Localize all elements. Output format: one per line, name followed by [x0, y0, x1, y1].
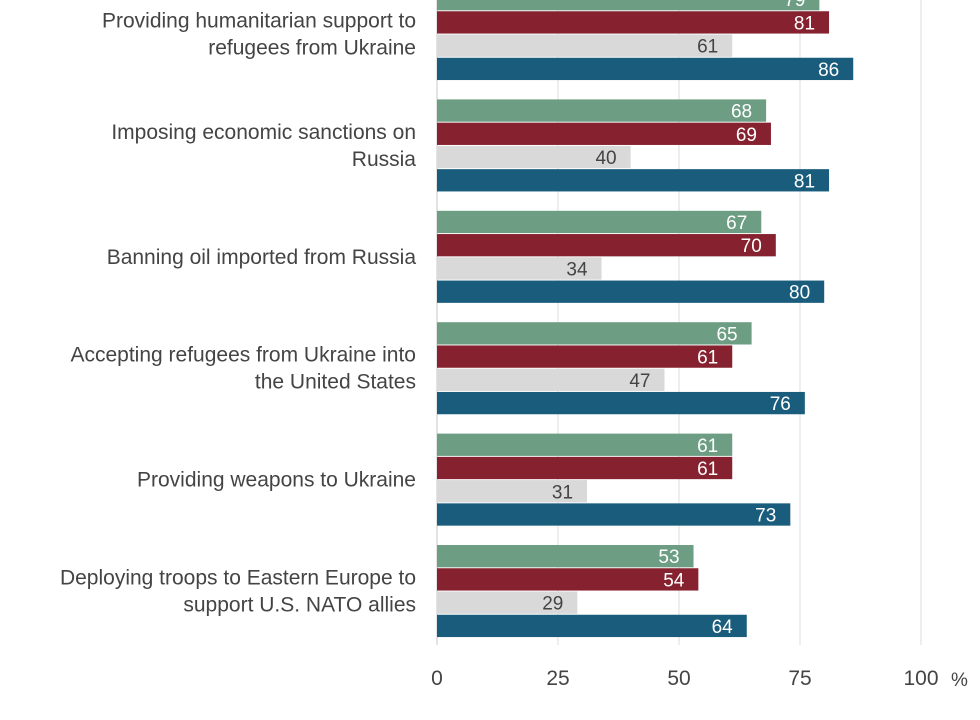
bar-label-0-2: 61 [697, 37, 718, 58]
bar-label-3-2: 47 [629, 371, 650, 392]
bar-label-3-3: 76 [770, 394, 791, 415]
bar-label-4-2: 31 [552, 482, 573, 503]
bar-label-4-0: 61 [697, 436, 718, 457]
bar-label-0-0: 79 [784, 0, 805, 11]
bar-label-2-2: 34 [566, 259, 588, 280]
bar-5-1 [437, 568, 699, 591]
bar-label-5-3: 64 [712, 617, 734, 638]
bar-4-1 [437, 456, 733, 480]
bar-5-2 [437, 591, 578, 614]
category-label-1: Imposing economic sanctions on Russia [111, 121, 416, 171]
bar-1-0 [437, 99, 767, 122]
bar-2-1 [437, 234, 776, 257]
bar-label-1-3: 81 [794, 171, 815, 192]
category-label-5: Deploying troops to Eastern Europe to sup… [60, 567, 416, 617]
bar-label-5-2: 29 [542, 594, 563, 615]
bars: 7981618668694081677034806561477661613173… [437, 0, 854, 638]
bar-label-1-0: 68 [731, 102, 752, 123]
bar-label-5-0: 53 [658, 547, 679, 568]
bar-label-4-1: 61 [697, 459, 718, 480]
bar-1-3 [437, 169, 830, 192]
x-tick-label-50: 50 [667, 667, 690, 690]
category-label-4: Providing weapons to Ukraine [137, 469, 416, 492]
x-axis-unit: % [951, 670, 968, 691]
x-tick-label-25: 25 [546, 667, 569, 690]
bar-label-2-1: 70 [741, 236, 762, 257]
bar-label-0-1: 81 [794, 13, 815, 34]
bar-3-0 [437, 322, 752, 345]
bar-label-0-3: 86 [818, 60, 839, 81]
bar-4-0 [437, 433, 733, 456]
bar-2-0 [437, 210, 762, 234]
category-label-3: Accepting refugees from Ukraine into the … [70, 344, 416, 394]
bar-0-3 [437, 57, 854, 81]
bar-1-1 [437, 122, 771, 145]
bar-2-2 [437, 257, 602, 280]
bar-label-1-2: 40 [595, 148, 616, 169]
bar-3-2 [437, 368, 665, 391]
bar-label-1-1: 69 [736, 125, 757, 146]
x-tick-label-100: 100 [903, 667, 938, 690]
bar-label-2-0: 67 [726, 213, 747, 234]
x-tick-label-75: 75 [788, 667, 811, 690]
bar-4-2 [437, 480, 588, 503]
bar-label-3-1: 61 [697, 348, 718, 369]
bar-0-2 [437, 34, 733, 57]
x-tick-label-0: 0 [431, 667, 443, 690]
bar-2-3 [437, 280, 825, 303]
category-labels: Providing humanitarian support to refugee… [60, 10, 416, 617]
bar-3-1 [437, 345, 733, 368]
bar-5-3 [437, 614, 747, 638]
category-label-2: Banning oil imported from Russia [107, 246, 417, 269]
bar-label-2-3: 80 [789, 283, 810, 304]
bar-0-1 [437, 11, 830, 34]
bar-label-5-1: 54 [663, 570, 685, 591]
bar-5-0 [437, 545, 694, 568]
bar-label-4-3: 73 [755, 506, 776, 527]
bar-3-3 [437, 391, 805, 415]
bar-0-0 [437, 0, 820, 11]
bar-1-2 [437, 145, 631, 169]
bar-4-3 [437, 503, 791, 526]
x-axis-ticks: 0 25 50 75 100% [431, 667, 968, 691]
bar-label-3-0: 65 [716, 324, 737, 345]
category-label-0: Providing humanitarian support to refugee… [102, 10, 416, 60]
